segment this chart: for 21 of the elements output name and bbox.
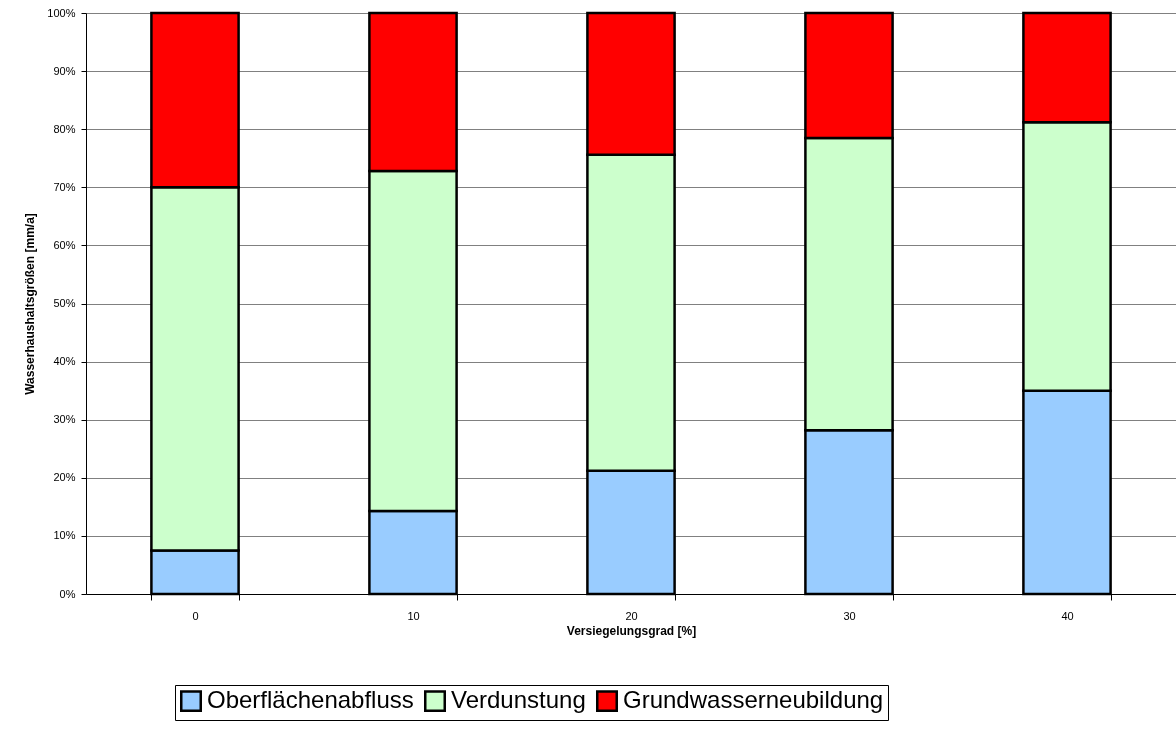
x-tick-label: 40 [1061,609,1074,622]
x-axis-title: Versiegelungsgrad [%] [566,623,697,638]
y-tick-label: 60% [53,238,76,251]
y-tick-label: 50% [53,297,76,309]
y-tick-label: 20% [53,471,76,484]
y-axis-title: Wasserhaushaltsgrößen [mm/a] [23,213,38,395]
y-tick-label: 30% [53,413,76,426]
y-tick-label: 90% [53,64,76,77]
y-tick-label: 0% [59,587,76,600]
x-tick-label: 20 [625,609,638,622]
x-tick-label: 30 [843,609,856,622]
legend-label: Verdunstung [451,686,586,714]
y-tick-label: 100% [47,6,76,19]
x-tick-label: 10 [407,609,420,622]
y-tick-label: 70% [53,180,76,193]
y-tick-label: 40% [53,355,76,368]
y-tick-label: 10% [53,529,76,542]
y-tick-label: 80% [53,122,76,135]
x-tick-label: 0 [192,609,199,622]
legend-label: Oberflächenabfluss [207,686,414,714]
legend-label: Grundwasserneubildung [623,686,884,714]
